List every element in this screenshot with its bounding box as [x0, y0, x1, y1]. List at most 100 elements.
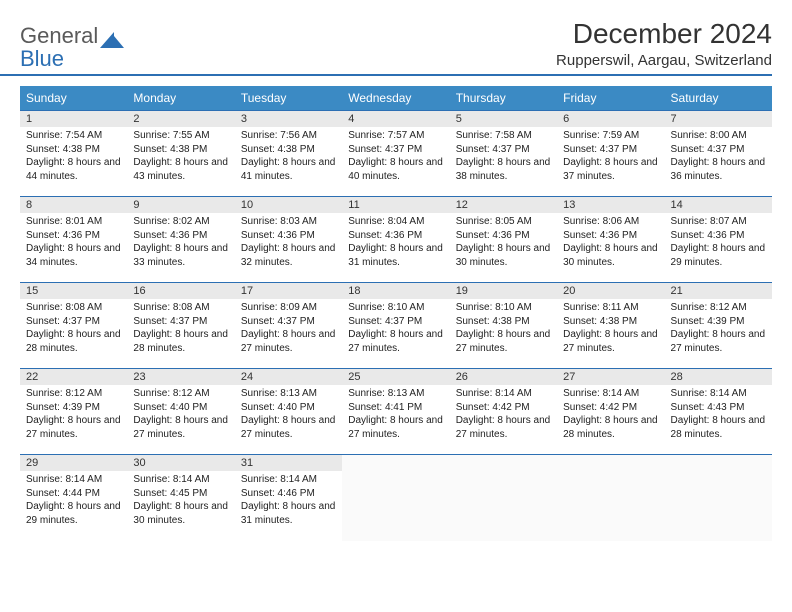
- weekday-header: Sunday: [20, 86, 127, 111]
- day-details: Sunrise: 7:54 AMSunset: 4:38 PMDaylight:…: [20, 127, 127, 187]
- day-details: Sunrise: 8:13 AMSunset: 4:41 PMDaylight:…: [342, 385, 449, 445]
- day-details: Sunrise: 8:10 AMSunset: 4:37 PMDaylight:…: [342, 299, 449, 359]
- day-number: 26: [450, 369, 557, 385]
- calendar-week-row: 29Sunrise: 8:14 AMSunset: 4:44 PMDayligh…: [20, 455, 772, 541]
- calendar-week-row: 22Sunrise: 8:12 AMSunset: 4:39 PMDayligh…: [20, 369, 772, 455]
- calendar-day-cell: 26Sunrise: 8:14 AMSunset: 4:42 PMDayligh…: [450, 369, 557, 455]
- day-details: Sunrise: 8:03 AMSunset: 4:36 PMDaylight:…: [235, 213, 342, 273]
- calendar-day-cell: 30Sunrise: 8:14 AMSunset: 4:45 PMDayligh…: [127, 455, 234, 541]
- weekday-header: Friday: [557, 86, 664, 111]
- day-number: 28: [665, 369, 772, 385]
- day-details: Sunrise: 7:56 AMSunset: 4:38 PMDaylight:…: [235, 127, 342, 187]
- brand-triangle-icon: [100, 30, 126, 50]
- day-details: Sunrise: 8:00 AMSunset: 4:37 PMDaylight:…: [665, 127, 772, 187]
- day-details: Sunrise: 8:14 AMSunset: 4:42 PMDaylight:…: [557, 385, 664, 445]
- day-details: Sunrise: 8:09 AMSunset: 4:37 PMDaylight:…: [235, 299, 342, 359]
- day-number: 12: [450, 197, 557, 213]
- calendar-day-cell: 14Sunrise: 8:07 AMSunset: 4:36 PMDayligh…: [665, 197, 772, 283]
- calendar-week-row: 1Sunrise: 7:54 AMSunset: 4:38 PMDaylight…: [20, 111, 772, 197]
- calendar-day-cell: 5Sunrise: 7:58 AMSunset: 4:37 PMDaylight…: [450, 111, 557, 197]
- calendar-day-cell: 2Sunrise: 7:55 AMSunset: 4:38 PMDaylight…: [127, 111, 234, 197]
- calendar-day-cell: 27Sunrise: 8:14 AMSunset: 4:42 PMDayligh…: [557, 369, 664, 455]
- day-details: Sunrise: 8:12 AMSunset: 4:39 PMDaylight:…: [665, 299, 772, 359]
- calendar-day-cell: 11Sunrise: 8:04 AMSunset: 4:36 PMDayligh…: [342, 197, 449, 283]
- day-number: 23: [127, 369, 234, 385]
- calendar-day-cell: 22Sunrise: 8:12 AMSunset: 4:39 PMDayligh…: [20, 369, 127, 455]
- calendar-day-cell: 20Sunrise: 8:11 AMSunset: 4:38 PMDayligh…: [557, 283, 664, 369]
- calendar-day-cell: 8Sunrise: 8:01 AMSunset: 4:36 PMDaylight…: [20, 197, 127, 283]
- calendar-day-cell: 16Sunrise: 8:08 AMSunset: 4:37 PMDayligh…: [127, 283, 234, 369]
- day-details: Sunrise: 8:10 AMSunset: 4:38 PMDaylight:…: [450, 299, 557, 359]
- calendar-day-cell: 23Sunrise: 8:12 AMSunset: 4:40 PMDayligh…: [127, 369, 234, 455]
- day-number: 6: [557, 111, 664, 127]
- day-details: Sunrise: 8:07 AMSunset: 4:36 PMDaylight:…: [665, 213, 772, 273]
- day-details: Sunrise: 8:14 AMSunset: 4:46 PMDaylight:…: [235, 471, 342, 531]
- day-number: 18: [342, 283, 449, 299]
- calendar-day-cell: 4Sunrise: 7:57 AMSunset: 4:37 PMDaylight…: [342, 111, 449, 197]
- calendar-day-cell: 6Sunrise: 7:59 AMSunset: 4:37 PMDaylight…: [557, 111, 664, 197]
- day-number: 4: [342, 111, 449, 127]
- day-number: 7: [665, 111, 772, 127]
- calendar-body: 1Sunrise: 7:54 AMSunset: 4:38 PMDaylight…: [20, 111, 772, 541]
- calendar-day-cell: 21Sunrise: 8:12 AMSunset: 4:39 PMDayligh…: [665, 283, 772, 369]
- day-details: Sunrise: 8:14 AMSunset: 4:45 PMDaylight:…: [127, 471, 234, 531]
- day-number: 1: [20, 111, 127, 127]
- calendar-day-cell: ..: [450, 455, 557, 541]
- day-number: 31: [235, 455, 342, 471]
- weekday-header: Thursday: [450, 86, 557, 111]
- day-number: 13: [557, 197, 664, 213]
- day-details: Sunrise: 8:14 AMSunset: 4:43 PMDaylight:…: [665, 385, 772, 445]
- calendar-day-cell: 24Sunrise: 8:13 AMSunset: 4:40 PMDayligh…: [235, 369, 342, 455]
- day-details: Sunrise: 8:13 AMSunset: 4:40 PMDaylight:…: [235, 385, 342, 445]
- day-details: Sunrise: 8:05 AMSunset: 4:36 PMDaylight:…: [450, 213, 557, 273]
- day-details: Sunrise: 7:59 AMSunset: 4:37 PMDaylight:…: [557, 127, 664, 187]
- location-text: Rupperswil, Aargau, Switzerland: [556, 52, 772, 69]
- day-details: Sunrise: 8:06 AMSunset: 4:36 PMDaylight:…: [557, 213, 664, 273]
- calendar-day-cell: 31Sunrise: 8:14 AMSunset: 4:46 PMDayligh…: [235, 455, 342, 541]
- calendar-day-cell: ..: [665, 455, 772, 541]
- weekday-header: Monday: [127, 86, 234, 111]
- day-number: 9: [127, 197, 234, 213]
- calendar-day-cell: 25Sunrise: 8:13 AMSunset: 4:41 PMDayligh…: [342, 369, 449, 455]
- page-header: General Blue December 2024 Rupperswil, A…: [20, 18, 772, 76]
- calendar-day-cell: 29Sunrise: 8:14 AMSunset: 4:44 PMDayligh…: [20, 455, 127, 541]
- day-details: Sunrise: 8:12 AMSunset: 4:40 PMDaylight:…: [127, 385, 234, 445]
- weekday-header: Saturday: [665, 86, 772, 111]
- day-details: Sunrise: 8:11 AMSunset: 4:38 PMDaylight:…: [557, 299, 664, 359]
- day-details: Sunrise: 8:01 AMSunset: 4:36 PMDaylight:…: [20, 213, 127, 273]
- day-details: Sunrise: 7:57 AMSunset: 4:37 PMDaylight:…: [342, 127, 449, 187]
- calendar-day-cell: 13Sunrise: 8:06 AMSunset: 4:36 PMDayligh…: [557, 197, 664, 283]
- day-number: 14: [665, 197, 772, 213]
- weekday-header: Wednesday: [342, 86, 449, 111]
- day-number: 3: [235, 111, 342, 127]
- day-number: 5: [450, 111, 557, 127]
- day-number: 30: [127, 455, 234, 471]
- page-title: December 2024: [126, 18, 772, 50]
- day-details: Sunrise: 8:08 AMSunset: 4:37 PMDaylight:…: [127, 299, 234, 359]
- day-number: 20: [557, 283, 664, 299]
- header-right: December 2024 Rupperswil, Aargau, Switze…: [126, 18, 772, 76]
- day-number: 21: [665, 283, 772, 299]
- calendar-week-row: 8Sunrise: 8:01 AMSunset: 4:36 PMDaylight…: [20, 197, 772, 283]
- day-number: 2: [127, 111, 234, 127]
- day-details: Sunrise: 8:12 AMSunset: 4:39 PMDaylight:…: [20, 385, 127, 445]
- day-number: 8: [20, 197, 127, 213]
- calendar-day-cell: 15Sunrise: 8:08 AMSunset: 4:37 PMDayligh…: [20, 283, 127, 369]
- calendar-day-cell: 10Sunrise: 8:03 AMSunset: 4:36 PMDayligh…: [235, 197, 342, 283]
- calendar-day-cell: 9Sunrise: 8:02 AMSunset: 4:36 PMDaylight…: [127, 197, 234, 283]
- day-number: 17: [235, 283, 342, 299]
- calendar-day-cell: 7Sunrise: 8:00 AMSunset: 4:37 PMDaylight…: [665, 111, 772, 197]
- calendar-day-cell: 19Sunrise: 8:10 AMSunset: 4:38 PMDayligh…: [450, 283, 557, 369]
- day-number: 19: [450, 283, 557, 299]
- day-number: 24: [235, 369, 342, 385]
- day-details: Sunrise: 7:58 AMSunset: 4:37 PMDaylight:…: [450, 127, 557, 187]
- calendar-day-cell: 1Sunrise: 7:54 AMSunset: 4:38 PMDaylight…: [20, 111, 127, 197]
- calendar-week-row: 15Sunrise: 8:08 AMSunset: 4:37 PMDayligh…: [20, 283, 772, 369]
- calendar-day-cell: 3Sunrise: 7:56 AMSunset: 4:38 PMDaylight…: [235, 111, 342, 197]
- day-number: 22: [20, 369, 127, 385]
- day-number: 11: [342, 197, 449, 213]
- calendar-day-cell: 28Sunrise: 8:14 AMSunset: 4:43 PMDayligh…: [665, 369, 772, 455]
- calendar-day-cell: 12Sunrise: 8:05 AMSunset: 4:36 PMDayligh…: [450, 197, 557, 283]
- weekday-header-row: SundayMondayTuesdayWednesdayThursdayFrid…: [20, 86, 772, 111]
- day-number: 10: [235, 197, 342, 213]
